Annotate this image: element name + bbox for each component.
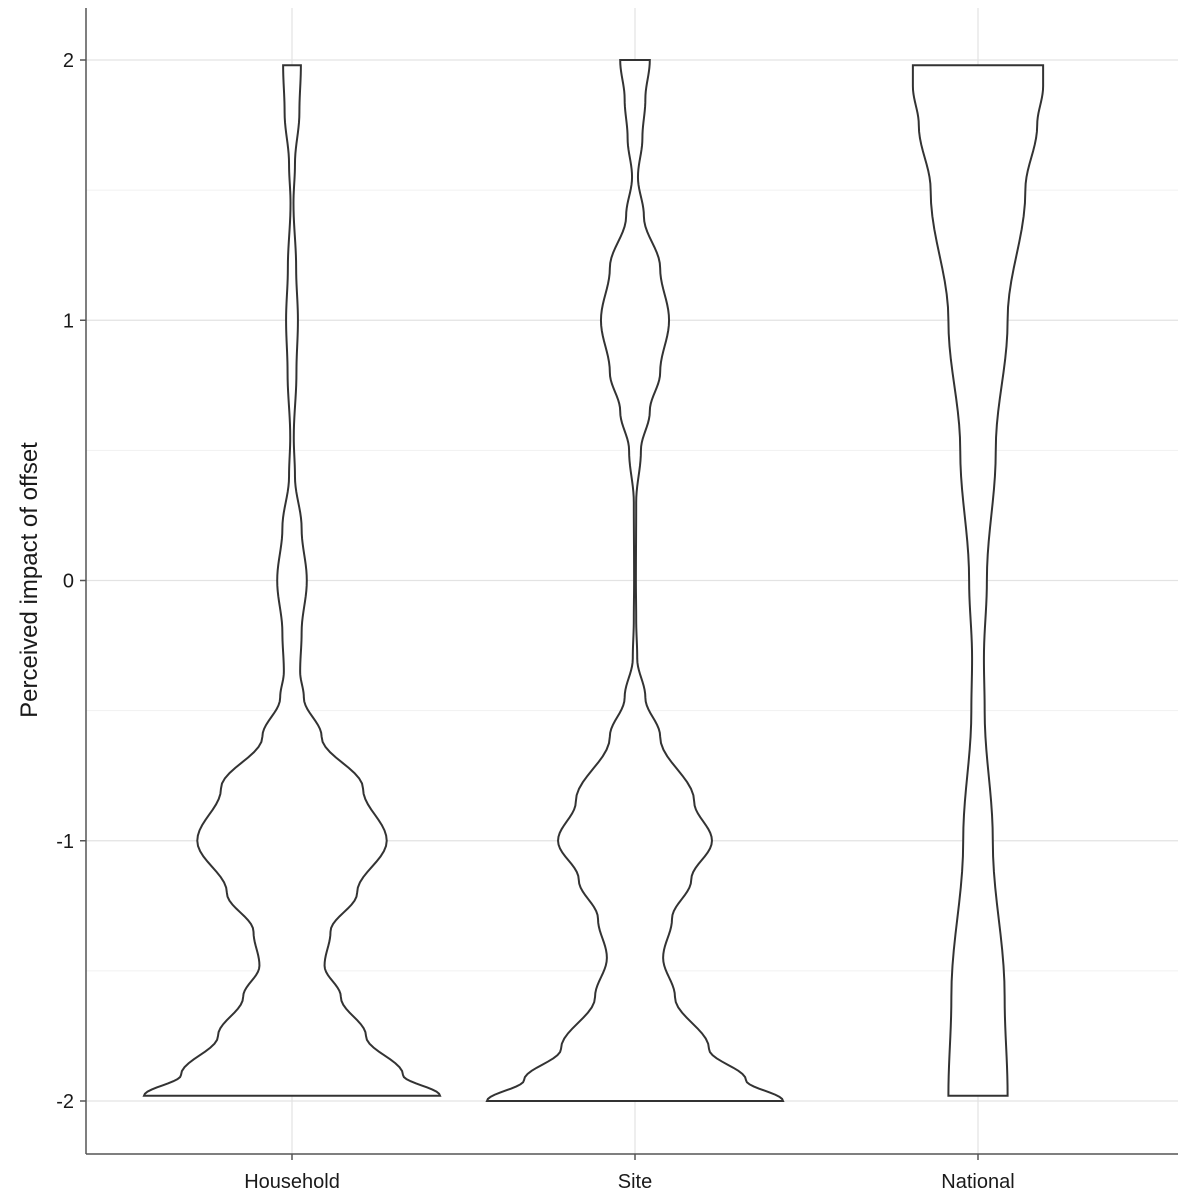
x-tick-label-household: Household [244, 1171, 340, 1193]
x-tick-label-national: National [941, 1171, 1014, 1193]
y-tick-label: -1 [56, 831, 74, 853]
y-tick-label: 1 [63, 310, 74, 332]
violin-national [911, 64, 1045, 1097]
violin-site [485, 59, 785, 1102]
violin-household [142, 64, 442, 1097]
y-tick-label: 2 [63, 50, 74, 72]
x-tick-label-site: Site [618, 1171, 652, 1193]
axes [80, 8, 1178, 1160]
y-tick-label: 0 [63, 571, 74, 593]
y-axis-title: Perceived impact of offset [16, 442, 43, 718]
tick-labels: -2 -1 0 1 2 Household Site National [56, 50, 1014, 1193]
y-tick-label: -2 [56, 1091, 74, 1113]
violins [142, 59, 1045, 1102]
